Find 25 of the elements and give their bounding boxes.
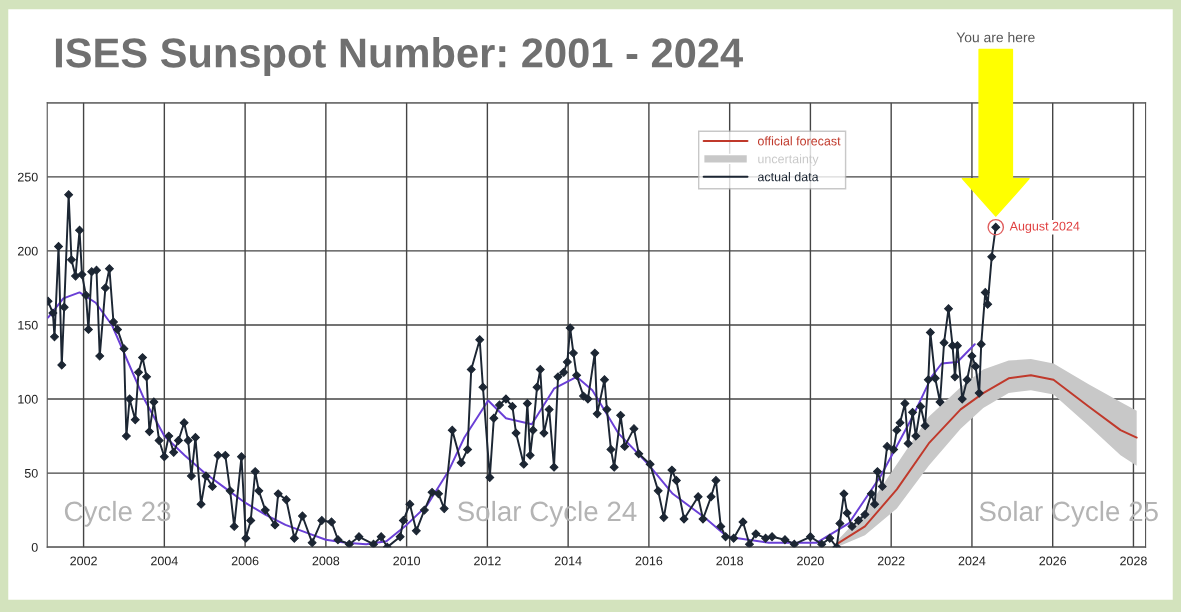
chart-title: ISES Sunspot Number: 2001 - 2024 (55, 37, 743, 76)
text: You are here (956, 32, 1035, 43)
y-tick-label: 150 (18, 320, 38, 330)
x-tick-label: 2018 (716, 556, 744, 566)
y-tick-label: 250 (17, 172, 38, 182)
x-tick-label: 2012 (474, 556, 501, 566)
x-tick-label: 2022 (877, 556, 905, 566)
annotation: August 2024 (1009, 221, 1080, 234)
x-tick-label: 2010 (393, 556, 421, 566)
x-tick-label: 2008 (312, 556, 340, 566)
x-tick-label: 2004 (151, 556, 178, 566)
y-tick-label: 200 (17, 246, 38, 256)
x-tick-label: 2020 (797, 556, 824, 566)
x-tick-label: 2014 (554, 556, 582, 566)
legend-label: actual data (757, 172, 819, 182)
y-tick-label: 50 (24, 468, 38, 478)
x-tick-label: 2016 (635, 556, 663, 566)
x-tick-label: 2028 (1120, 556, 1147, 566)
legend-label: official forecast (757, 136, 841, 146)
x-tick-label: 2006 (231, 556, 259, 566)
x-tick-label: 2026 (1039, 556, 1067, 566)
y-tick-label: 0 (31, 542, 38, 552)
x-tick-label: 2024 (958, 556, 986, 566)
y-tick-label: 100 (18, 394, 38, 404)
x-tick-label: 2002 (70, 556, 97, 566)
